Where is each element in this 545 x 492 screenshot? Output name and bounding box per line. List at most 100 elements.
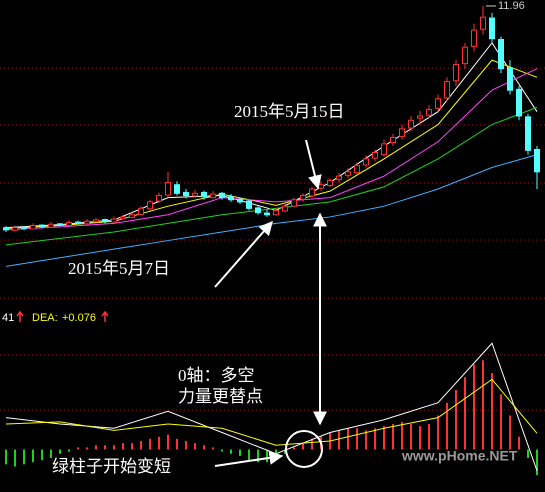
macd-bar bbox=[473, 364, 475, 450]
candle-body bbox=[255, 207, 261, 214]
candle-body bbox=[408, 119, 414, 129]
macd-bar bbox=[302, 443, 304, 450]
macd-bar bbox=[86, 447, 88, 450]
candle-body bbox=[300, 194, 306, 200]
dea-value: +0.076 bbox=[62, 312, 96, 324]
candle-body bbox=[93, 219, 99, 223]
candle-body bbox=[237, 198, 243, 203]
macd-bar bbox=[500, 394, 502, 450]
candle-body bbox=[174, 184, 180, 194]
highlight-circle bbox=[285, 430, 323, 468]
macd-bar bbox=[59, 449, 61, 454]
macd-bar bbox=[401, 421, 403, 450]
candle-body bbox=[219, 192, 225, 199]
candle-body bbox=[30, 225, 36, 230]
candle-body bbox=[156, 194, 162, 202]
candle-body bbox=[201, 191, 207, 198]
candle-body bbox=[3, 227, 9, 231]
macd-bar bbox=[5, 449, 7, 465]
ma-line bbox=[5, 59, 538, 230]
macd-bar bbox=[167, 434, 169, 450]
grid bbox=[0, 67, 545, 411]
annotation: 2015年5月15日 bbox=[234, 102, 345, 121]
macd-bar bbox=[257, 449, 259, 463]
candle-body bbox=[381, 143, 387, 156]
candle-body bbox=[435, 98, 441, 109]
candle-body bbox=[471, 29, 477, 47]
macd-bar bbox=[419, 426, 421, 450]
macd-bar bbox=[464, 377, 466, 450]
macd-bar bbox=[77, 447, 79, 450]
candle-body bbox=[354, 164, 360, 174]
macd-bar bbox=[203, 445, 205, 450]
candle-body bbox=[120, 216, 126, 220]
macd-bar bbox=[311, 438, 313, 450]
macd-bar bbox=[122, 443, 124, 450]
macd-bar bbox=[491, 373, 493, 450]
macd-bar bbox=[365, 430, 367, 450]
macd-bar bbox=[113, 445, 115, 450]
candle-body bbox=[498, 39, 504, 70]
macd-bar bbox=[293, 447, 295, 450]
macd-bar bbox=[374, 428, 376, 450]
candle-body bbox=[12, 227, 18, 231]
candle-body bbox=[525, 116, 531, 151]
annotation: 绿柱子开始变短 bbox=[52, 457, 171, 476]
annotation: 0轴：多空 bbox=[178, 366, 255, 385]
macd-bar bbox=[140, 441, 142, 450]
macd-bar bbox=[509, 415, 511, 450]
candle-body bbox=[273, 209, 279, 216]
candle-body bbox=[111, 218, 117, 223]
candle-body bbox=[426, 109, 432, 116]
candle-body bbox=[453, 63, 459, 82]
max-price-label: 11.96 bbox=[498, 0, 525, 12]
dea-line bbox=[5, 378, 538, 446]
macd-bar bbox=[392, 424, 394, 450]
annotation: 力量更替点 bbox=[178, 387, 263, 406]
macd-bar bbox=[176, 438, 178, 450]
macd-bar bbox=[95, 445, 97, 450]
macd-bar bbox=[185, 441, 187, 450]
macd-bar bbox=[149, 438, 151, 450]
candle-body bbox=[48, 223, 54, 228]
macd-bar bbox=[248, 449, 250, 461]
arrow bbox=[214, 220, 273, 288]
macd-bar bbox=[383, 426, 385, 450]
marks bbox=[3, 6, 540, 475]
candle-body bbox=[480, 16, 486, 30]
arrow bbox=[214, 450, 284, 467]
macd-bar bbox=[455, 390, 457, 450]
macd-bar bbox=[158, 436, 160, 450]
candle-body bbox=[147, 201, 153, 210]
macd-bar bbox=[410, 424, 412, 450]
arrow bbox=[305, 139, 322, 190]
annotation: 2015年5月7日 bbox=[68, 259, 170, 278]
ma-line bbox=[5, 68, 538, 231]
macd-bar bbox=[527, 449, 529, 458]
candle-body bbox=[264, 212, 270, 216]
macd-bar bbox=[284, 449, 286, 454]
macd-bar bbox=[131, 443, 133, 450]
candle-body bbox=[462, 46, 468, 65]
candle-body bbox=[192, 192, 198, 197]
candle-body bbox=[228, 196, 234, 201]
macd-bar bbox=[338, 430, 340, 450]
candle-body bbox=[318, 184, 324, 189]
candle-body bbox=[444, 81, 450, 99]
up-arrow bbox=[101, 310, 109, 322]
macd-bar bbox=[446, 402, 448, 450]
macd-bar bbox=[536, 449, 538, 475]
candle-body bbox=[417, 115, 423, 119]
candle-body bbox=[210, 193, 216, 199]
candle-body bbox=[372, 152, 378, 159]
dea-name: DEA: bbox=[32, 312, 58, 324]
macd-bar bbox=[437, 415, 439, 450]
candle-body bbox=[336, 175, 342, 181]
ma-line bbox=[5, 154, 538, 267]
candle-body bbox=[39, 224, 45, 228]
candle-body bbox=[129, 214, 135, 218]
candle-body bbox=[345, 171, 351, 176]
candle-body bbox=[390, 136, 396, 144]
